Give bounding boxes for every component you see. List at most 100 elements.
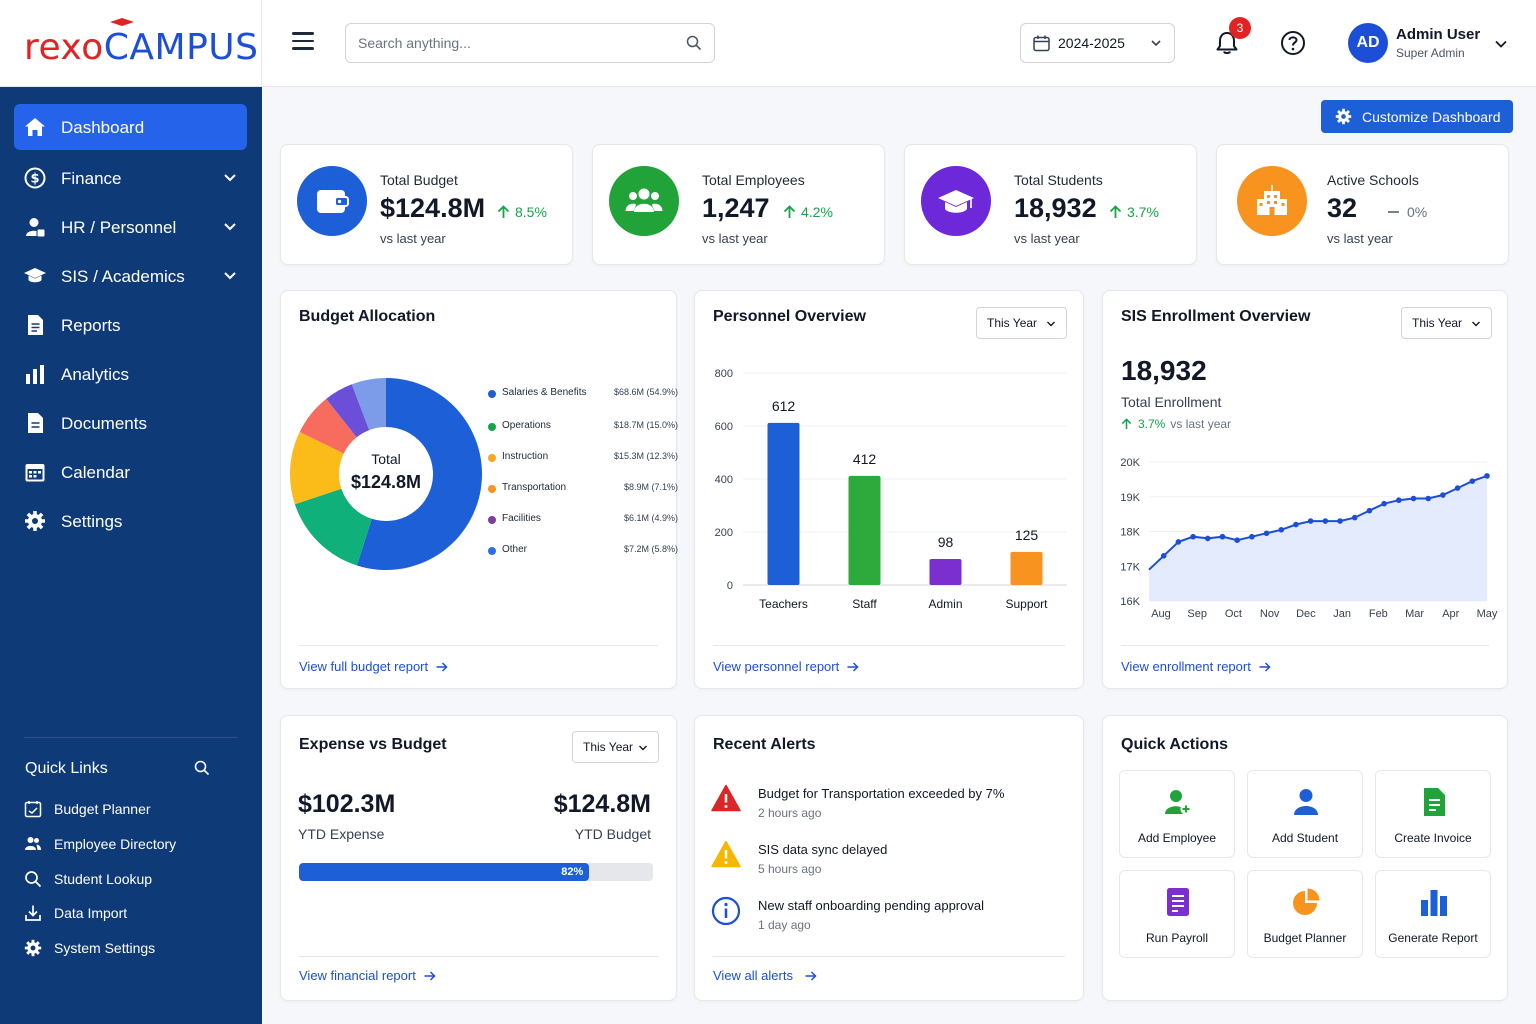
alert-item[interactable]: New staff onboarding pending approval 1 … [711, 896, 1081, 942]
stat-card-total-employees[interactable]: Total Employees 1,247 4.2% vs last year [592, 144, 885, 265]
legend-item: Salaries & Benefits $68.6M (54.9%) [488, 387, 678, 403]
sidebar-item-label: Documents [61, 414, 147, 433]
view-enrollment-report-link[interactable]: View enrollment report [1121, 659, 1271, 674]
quick-link-label: Data Import [54, 905, 128, 921]
budget-planner-icon [24, 801, 42, 818]
stat-change: 3.7% [1109, 204, 1159, 220]
arrow-right-icon [424, 970, 436, 981]
sidebar-item-label: Finance [61, 169, 122, 188]
customize-dashboard-button[interactable]: Customize Dashboard [1321, 100, 1513, 133]
data-point [1381, 500, 1387, 507]
search-icon[interactable] [686, 35, 702, 51]
quick-action-label: Create Invoice [1394, 831, 1472, 845]
divider [299, 645, 658, 646]
stat-icon-circle [921, 166, 991, 236]
expense-period-select[interactable]: This Year [572, 731, 659, 763]
legend-value: $18.7M (15.0%) [613, 420, 678, 430]
data-point [1234, 537, 1240, 543]
y-tick-label: 200 [715, 527, 733, 539]
quick-link-student-lookup[interactable]: Student Lookup [24, 868, 244, 892]
legend-label: Salaries & Benefits [502, 387, 587, 398]
alert-item[interactable]: SIS data sync delayed 5 hours ago [711, 840, 1081, 886]
stat-card-total-students[interactable]: Total Students 18,932 3.7% vs last year [904, 144, 1197, 265]
stat-change: 0% [1387, 204, 1427, 220]
legend-dot [488, 547, 496, 555]
divider [713, 645, 1065, 646]
quick-link-data-import[interactable]: Data Import [24, 902, 244, 926]
enrollment-period-select[interactable]: This Year [1401, 307, 1492, 339]
stat-card-total-budget[interactable]: Total Budget $124.8M 8.5% vs last year [280, 144, 573, 265]
menu-toggle-icon[interactable] [292, 32, 314, 52]
search-input[interactable] [346, 24, 666, 62]
personnel-period-select[interactable]: This Year [976, 307, 1067, 339]
year-select[interactable]: 2024-2025 [1020, 23, 1175, 63]
stat-change: 8.5% [497, 204, 547, 220]
gear-icon [24, 939, 42, 957]
quick-link-system-settings[interactable]: System Settings [24, 937, 244, 961]
enrollment-area-chart: 16K 17K 18K 19K 20K Aug Sep Oct Nov Dec Jan Feb Mar A… [1120, 457, 1497, 620]
sidebar-item-sis-academics[interactable]: SIS / Academics [14, 253, 247, 299]
view-financial-report-link[interactable]: View financial report [299, 968, 436, 983]
legend-dot [488, 423, 496, 431]
data-point [1440, 492, 1446, 498]
divider [713, 956, 1065, 957]
warning-triangle-icon [711, 840, 741, 868]
legend-value: $7.2M (5.8%) [623, 544, 678, 554]
data-point [1204, 535, 1211, 542]
sidebar-item-dashboard[interactable]: Dashboard [14, 104, 247, 150]
view-all-alerts-link[interactable]: View all alerts [713, 968, 817, 983]
quick-action-generate-report[interactable]: Generate Report [1375, 870, 1491, 958]
quick-action-budget-planner[interactable]: Budget Planner [1247, 870, 1363, 958]
link-label: View financial report [299, 968, 416, 983]
arrow-right-icon [436, 661, 448, 672]
legend-label: Facilities [502, 513, 541, 524]
help-icon[interactable] [1280, 30, 1306, 56]
view-budget-report-link[interactable]: View full budget report [299, 659, 448, 674]
stat-icon-circle [297, 166, 367, 236]
chevron-down-icon[interactable] [1494, 37, 1508, 51]
x-tick-label: Apr [1442, 608, 1459, 620]
sidebar-item-analytics[interactable]: Analytics [14, 351, 247, 397]
quick-link-budget-planner[interactable]: Budget Planner [24, 798, 244, 822]
card-title: Personnel Overview [713, 308, 866, 325]
quick-action-add-student[interactable]: Add Student [1247, 770, 1363, 858]
stat-label: Total Students [1014, 172, 1103, 188]
quick-link-label: System Settings [54, 940, 156, 956]
sidebar-item-finance[interactable]: $ Finance [14, 155, 247, 201]
enrollment-change-value: 3.7% [1138, 417, 1166, 431]
sidebar-item-calendar[interactable]: Calendar [14, 449, 247, 495]
quick-link-employee-directory[interactable]: Employee Directory [24, 833, 244, 857]
x-tick-label: Jan [1333, 608, 1351, 620]
quick-action-create-invoice[interactable]: Create Invoice [1375, 770, 1491, 858]
graduation-cap-icon [110, 18, 134, 26]
avatar[interactable]: AD [1348, 23, 1388, 63]
x-tick-label: Oct [1225, 608, 1242, 620]
brand-logo[interactable]: rexoCAMPUS [24, 18, 258, 68]
arrow-up-icon [783, 205, 796, 218]
sidebar-item-documents[interactable]: Documents [14, 400, 247, 446]
alert-item[interactable]: Budget for Transportation exceeded by 7%… [711, 784, 1081, 830]
dollar-circle-icon: $ [24, 167, 46, 189]
legend-dot [488, 454, 496, 462]
quick-action-run-payroll[interactable]: Run Payroll [1119, 870, 1235, 958]
download-icon [25, 905, 41, 921]
stat-card-active-schools[interactable]: Active Schools 32 0% vs last year [1216, 144, 1509, 265]
sidebar-item-settings[interactable]: Settings [14, 498, 247, 544]
donut-slice [351, 378, 386, 431]
search-icon[interactable] [194, 760, 210, 776]
search-box[interactable] [345, 23, 715, 63]
year-value: 2024-2025 [1058, 35, 1125, 51]
quick-action-add-employee[interactable]: Add Employee [1119, 770, 1235, 858]
invoice-icon [1424, 788, 1445, 816]
enrollment-overview-card: SIS Enrollment Overview This Year 18,932… [1102, 290, 1508, 689]
quick-action-label: Budget Planner [1263, 931, 1347, 945]
sidebar-item-hr-personnel[interactable]: HR / Personnel [14, 204, 247, 250]
view-personnel-report-link[interactable]: View personnel report [713, 659, 859, 674]
personnel-bar-chart: 0 200 400 600 800 612 Teachers 412 Staff 98 Admin 1… [715, 368, 1067, 611]
divider [299, 956, 658, 957]
chevron-down-icon [224, 223, 236, 231]
search-icon [25, 871, 42, 888]
x-tick-label: Admin [928, 597, 962, 611]
sidebar-item-reports[interactable]: Reports [14, 302, 247, 348]
x-tick-label: Mar [1405, 608, 1424, 620]
